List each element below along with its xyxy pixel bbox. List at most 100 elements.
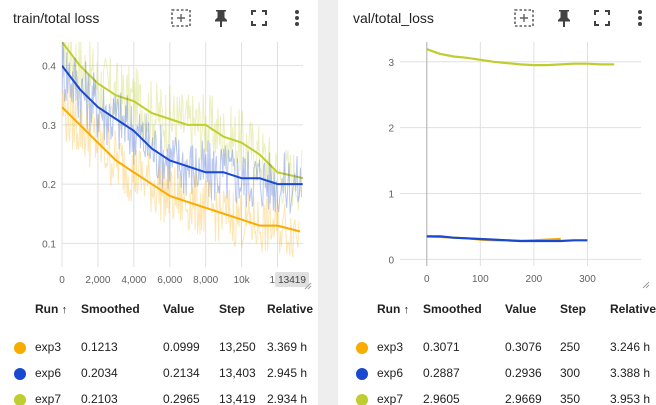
- relative-time: 3.369 h: [267, 340, 308, 354]
- x-tick-label: 0: [424, 274, 430, 285]
- raw-value: 0.3076: [505, 340, 542, 354]
- step-value: 350: [560, 392, 581, 405]
- col-relative[interactable]: Relative: [610, 302, 656, 316]
- smoothed-value: 0.1213: [81, 340, 118, 354]
- fullscreen-icon[interactable]: [592, 8, 612, 28]
- raw-value: 2.9669: [505, 392, 542, 405]
- series-raw-line-exp3: [62, 80, 300, 258]
- smoothed-value: 0.3071: [423, 340, 460, 354]
- series-line-exp7: [62, 42, 303, 180]
- x-edge-label: 13419: [278, 275, 306, 286]
- table-row[interactable]: exp3 0.3071 0.3076 250 3.246 h: [338, 334, 656, 360]
- val-loss-plot[interactable]: 0 1 2 3 0 100 200 300: [338, 36, 656, 294]
- run-name: exp3: [35, 340, 62, 354]
- raw-value: 0.0999: [163, 340, 200, 354]
- col-run[interactable]: Run ↑: [377, 302, 410, 316]
- run-name: exp7: [377, 392, 404, 405]
- runs-table: Run ↑ Smoothed Value Step Relative exp3 …: [338, 294, 656, 405]
- x-tick-label: 300: [579, 274, 596, 285]
- series-raw-line-exp6: [62, 42, 303, 214]
- fit-domain-icon[interactable]: [171, 8, 191, 28]
- y-tick-label: 0.2: [42, 180, 56, 191]
- step-value: 13,403: [219, 366, 256, 380]
- y-tick-label: 1: [388, 190, 394, 201]
- raw-value: 0.2936: [505, 366, 542, 380]
- col-smoothed[interactable]: Smoothed: [81, 302, 140, 316]
- step-value: 13,419: [219, 392, 256, 405]
- run-color-dot: [14, 342, 26, 354]
- col-run[interactable]: Run ↑: [35, 302, 68, 316]
- table-row[interactable]: exp7 0.2103 0.2965 13,419 2.934 h: [0, 386, 318, 405]
- table-header: Run ↑ Smoothed Value Step Relative: [338, 294, 656, 320]
- pin-icon[interactable]: [211, 8, 231, 28]
- more-vert-icon[interactable]: [630, 8, 650, 28]
- relative-time: 3.388 h: [610, 366, 651, 380]
- col-smoothed[interactable]: Smoothed: [423, 302, 482, 316]
- card-title: train/total loss: [13, 10, 100, 26]
- smoothed-value: 0.2103: [81, 392, 118, 405]
- fullscreen-icon[interactable]: [249, 8, 269, 28]
- raw-value: 0.2134: [163, 366, 200, 380]
- relative-time: 2.934 h: [267, 392, 308, 405]
- x-tick-label: 0: [59, 275, 65, 286]
- x-edge-label-bg: [275, 272, 309, 287]
- resize-grip-icon: [642, 281, 650, 289]
- card-title: val/total_loss: [353, 10, 434, 26]
- y-tick-label: 3: [388, 58, 394, 69]
- run-color-dot: [14, 368, 26, 380]
- fit-domain-icon[interactable]: [514, 8, 534, 28]
- x-tick-label: 8,000: [193, 275, 218, 286]
- x-tick-label: 6,000: [157, 275, 182, 286]
- smoothed-value: 0.2887: [423, 366, 460, 380]
- table-row[interactable]: exp6 0.2887 0.2936 300 3.388 h: [338, 360, 656, 386]
- card-header: train/total loss: [0, 0, 318, 36]
- step-value: 300: [560, 366, 581, 380]
- series-group: [426, 48, 615, 243]
- x-tick-label: 200: [526, 274, 543, 285]
- more-vert-icon[interactable]: [287, 8, 307, 28]
- relative-time: 2.945 h: [267, 366, 308, 380]
- col-relative[interactable]: Relative: [267, 302, 314, 316]
- resize-grip-icon: [304, 282, 312, 290]
- train-loss-plot[interactable]: 0.10.20.30.402,0004,0006,0008,00010k12k1…: [0, 36, 318, 294]
- chart-card-train-total-loss: train/total loss 0.1 0.2 0.3 0.4 0 2,000 4,000…: [0, 0, 318, 405]
- sort-up-icon[interactable]: ↑: [61, 304, 68, 316]
- smoothed-value: 0.2034: [81, 366, 118, 380]
- y-tick-label: 0.4: [42, 62, 56, 73]
- relative-time: 3.953 h: [610, 392, 651, 405]
- table-header: Run ↑ Smoothed Value Step Relative: [0, 294, 318, 320]
- run-color-dot: [356, 342, 368, 354]
- relative-time: 3.246 h: [610, 340, 651, 354]
- run-color-dot: [14, 394, 26, 405]
- x-tick-label: 10k: [234, 275, 251, 286]
- run-name: exp6: [377, 366, 404, 380]
- table-row[interactable]: exp7 2.9605 2.9669 350 3.953 h: [338, 386, 656, 405]
- run-name: exp3: [377, 340, 404, 354]
- table-row[interactable]: exp6 0.2034 0.2134 13,403 2.945 h: [0, 360, 318, 386]
- col-value[interactable]: Value: [163, 302, 195, 316]
- sort-up-icon[interactable]: ↑: [403, 304, 410, 316]
- y-tick-label: 2: [388, 124, 394, 135]
- col-value[interactable]: Value: [505, 302, 537, 316]
- runs-table: Run ↑ Smoothed Value Step Relative exp3 …: [0, 294, 318, 405]
- y-tick-label: 0.3: [42, 121, 56, 132]
- col-step[interactable]: Step: [560, 302, 587, 316]
- series-line-exp7: [426, 48, 615, 67]
- x-tick-label: 4,000: [121, 275, 146, 286]
- table-row[interactable]: exp3 0.1213 0.0999 13,250 3.369 h: [0, 334, 318, 360]
- x-tick-label: 100: [472, 274, 489, 285]
- col-step[interactable]: Step: [219, 302, 246, 316]
- raw-value: 0.2965: [163, 392, 200, 405]
- series-line-exp6: [62, 65, 303, 186]
- step-value: 250: [560, 340, 581, 354]
- run-name: exp7: [35, 392, 62, 405]
- run-color-dot: [356, 368, 368, 380]
- smoothed-value: 2.9605: [423, 392, 460, 405]
- step-value: 13,250: [219, 340, 256, 354]
- pin-icon[interactable]: [554, 8, 574, 28]
- series-line-exp6: [426, 235, 588, 243]
- x-tick-label: 2,000: [85, 275, 110, 286]
- y-tick-label: 0.1: [42, 239, 56, 250]
- series-line-exp3: [62, 106, 301, 233]
- y-tick-label: 0: [388, 255, 394, 266]
